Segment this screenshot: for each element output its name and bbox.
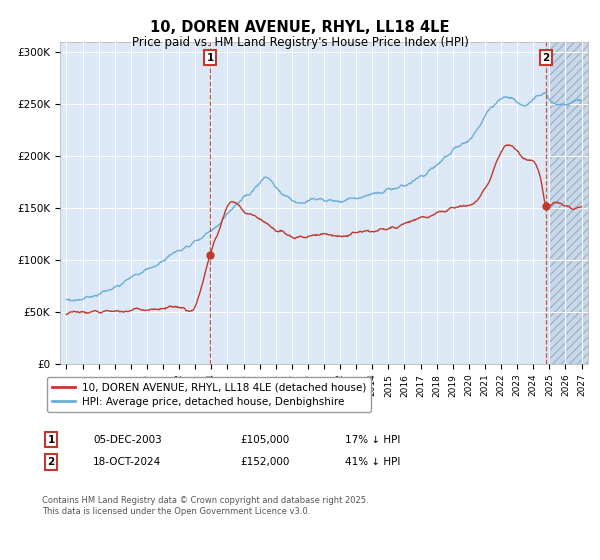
Text: 17% ↓ HPI: 17% ↓ HPI — [345, 435, 400, 445]
Text: 05-DEC-2003: 05-DEC-2003 — [93, 435, 162, 445]
Text: 41% ↓ HPI: 41% ↓ HPI — [345, 457, 400, 467]
Bar — [550, 42, 596, 364]
Text: 10, DOREN AVENUE, RHYL, LL18 4LE: 10, DOREN AVENUE, RHYL, LL18 4LE — [150, 20, 450, 35]
Text: 1: 1 — [206, 53, 214, 63]
Bar — [550, 42, 596, 364]
Text: 2: 2 — [542, 53, 550, 63]
Text: 18-OCT-2024: 18-OCT-2024 — [93, 457, 161, 467]
Text: Price paid vs. HM Land Registry's House Price Index (HPI): Price paid vs. HM Land Registry's House … — [131, 36, 469, 49]
Text: 1: 1 — [47, 435, 55, 445]
Text: £105,000: £105,000 — [240, 435, 289, 445]
Text: 2: 2 — [47, 457, 55, 467]
Legend: 10, DOREN AVENUE, RHYL, LL18 4LE (detached house), HPI: Average price, detached : 10, DOREN AVENUE, RHYL, LL18 4LE (detach… — [47, 377, 371, 412]
Text: Contains HM Land Registry data © Crown copyright and database right 2025.
This d: Contains HM Land Registry data © Crown c… — [42, 496, 368, 516]
Text: £152,000: £152,000 — [240, 457, 289, 467]
